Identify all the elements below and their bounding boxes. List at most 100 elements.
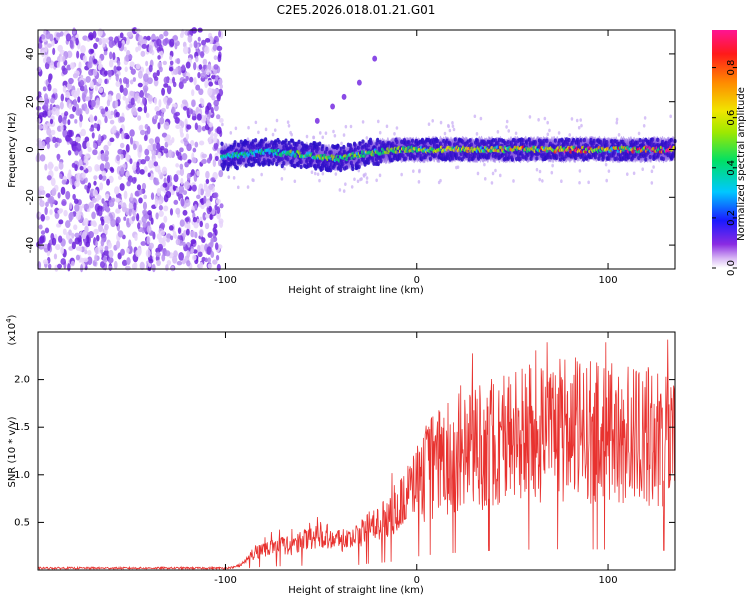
- band-core: [386, 147, 390, 151]
- noise-point: [44, 44, 48, 53]
- noise-point: [62, 228, 67, 236]
- noise-point: [167, 149, 173, 159]
- noise-point: [157, 122, 161, 130]
- band-point: [535, 156, 539, 161]
- band-point: [379, 155, 383, 160]
- faint-point: [305, 134, 309, 139]
- noise-point: [53, 253, 58, 260]
- x-tick-label: -100: [214, 275, 237, 286]
- noise-point: [36, 153, 41, 162]
- noise-point: [214, 204, 218, 211]
- noise-point: [143, 105, 148, 114]
- faint-point: [560, 179, 563, 184]
- noise-point: [75, 136, 81, 143]
- band-point: [235, 165, 239, 171]
- noise-point: [180, 177, 184, 186]
- band-core: [319, 153, 324, 158]
- noise-point: [73, 198, 79, 205]
- noise-point: [127, 175, 133, 183]
- band-point: [325, 161, 329, 166]
- noise-point: [158, 200, 162, 206]
- band-core: [361, 150, 365, 154]
- noise-point: [125, 152, 130, 161]
- noise-point: [159, 117, 165, 125]
- band-point: [257, 157, 261, 162]
- band-point: [432, 143, 437, 149]
- noise-point: [68, 169, 72, 177]
- noise-point: [76, 50, 80, 59]
- noise-point: [198, 64, 203, 70]
- band-point: [224, 159, 228, 164]
- faint-point: [615, 120, 619, 125]
- noise-point: [115, 132, 120, 139]
- noise-point: [50, 97, 55, 104]
- noise-point: [201, 153, 208, 159]
- faint-point: [546, 120, 549, 125]
- band-point: [364, 142, 368, 148]
- noise-point: [125, 144, 130, 153]
- faint-point: [473, 114, 477, 119]
- band-point: [273, 139, 278, 144]
- faint-point: [669, 114, 672, 119]
- noise-point: [79, 85, 86, 92]
- noise-point: [212, 44, 218, 51]
- noise-point: [69, 113, 75, 119]
- band-point: [290, 138, 295, 143]
- band-point: [338, 150, 342, 155]
- noise-point: [40, 213, 46, 222]
- noise-point: [58, 219, 64, 225]
- noise-point: [190, 230, 196, 238]
- faint-point: [221, 122, 224, 127]
- x-tick-label: 100: [599, 275, 618, 286]
- noise-point: [216, 45, 223, 51]
- noise-point: [196, 194, 201, 200]
- noise-point: [87, 99, 92, 109]
- noise-point: [137, 222, 141, 230]
- band-point: [507, 154, 511, 160]
- noise-point: [204, 45, 210, 54]
- faint-point: [498, 173, 502, 178]
- noise-point: [98, 37, 103, 46]
- noise-point: [60, 124, 64, 132]
- noise-point: [163, 121, 170, 130]
- noise-point: [115, 216, 121, 224]
- noise-point: [189, 76, 194, 83]
- noise-point: [206, 69, 210, 76]
- band-point: [227, 147, 231, 152]
- faint-point: [447, 124, 450, 129]
- noise-point: [97, 208, 103, 217]
- band-point: [329, 162, 333, 167]
- noise-point: [135, 249, 141, 258]
- noise-point: [78, 158, 83, 167]
- faint-point: [483, 162, 486, 167]
- noise-point: [104, 223, 109, 231]
- faint-point: [643, 116, 647, 120]
- faint-point: [246, 185, 250, 189]
- noise-point: [44, 227, 50, 234]
- noise-point: [68, 103, 72, 110]
- noise-point: [166, 233, 172, 240]
- noise-point: [94, 115, 98, 122]
- noise-point: [104, 78, 108, 85]
- noise-point: [204, 38, 211, 43]
- band-point: [310, 148, 315, 154]
- noise-point: [147, 94, 153, 102]
- noise-point: [73, 98, 77, 108]
- faint-point: [615, 117, 619, 122]
- band-point: [495, 152, 499, 158]
- band-point: [305, 157, 309, 163]
- noise-point: [51, 237, 57, 246]
- noise-point: [78, 61, 82, 70]
- noise-point: [214, 155, 219, 162]
- noise-point: [194, 141, 199, 148]
- noise-point: [209, 195, 213, 202]
- band-point: [339, 167, 343, 173]
- faint-point: [580, 123, 583, 128]
- band-point: [503, 141, 508, 146]
- faint-point: [340, 141, 343, 146]
- noise-point: [177, 151, 182, 161]
- noise-point: [207, 87, 213, 97]
- faint-point: [338, 188, 342, 192]
- band-point: [341, 161, 345, 167]
